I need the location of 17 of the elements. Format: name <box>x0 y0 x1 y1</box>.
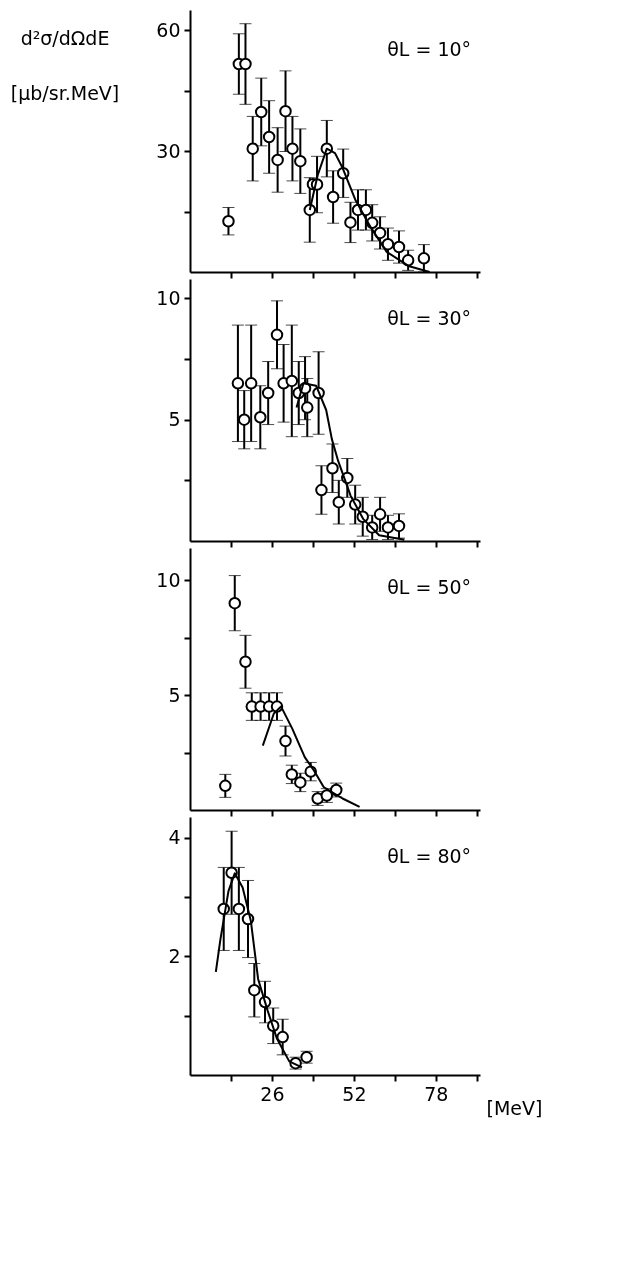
y-tick-label: 10 <box>156 568 181 591</box>
y-tick-label: 30 <box>156 139 181 162</box>
annotation: θL = 10° <box>387 38 472 60</box>
y-tick-label: 4 <box>168 826 181 849</box>
x-tick-label: 52 <box>342 1082 367 1105</box>
annotation: θL = 80° <box>387 845 472 867</box>
y-tick-label: 10 <box>156 286 181 309</box>
x-axis-title: [MeV] <box>486 1096 543 1119</box>
annotation: θL = 30° <box>387 307 472 329</box>
y-tick-label: 5 <box>168 408 181 431</box>
y-tick-label: 2 <box>168 944 181 967</box>
text: d²σ/dΩdE [μb/sr.MeV] <box>10 27 120 104</box>
annotation: θL = 50° <box>387 576 472 598</box>
x-tick-label: 26 <box>260 1082 285 1105</box>
y-tick-label: 5 <box>168 683 181 706</box>
x-tick-label: 78 <box>424 1082 449 1105</box>
y-tick-label: 60 <box>156 18 181 41</box>
